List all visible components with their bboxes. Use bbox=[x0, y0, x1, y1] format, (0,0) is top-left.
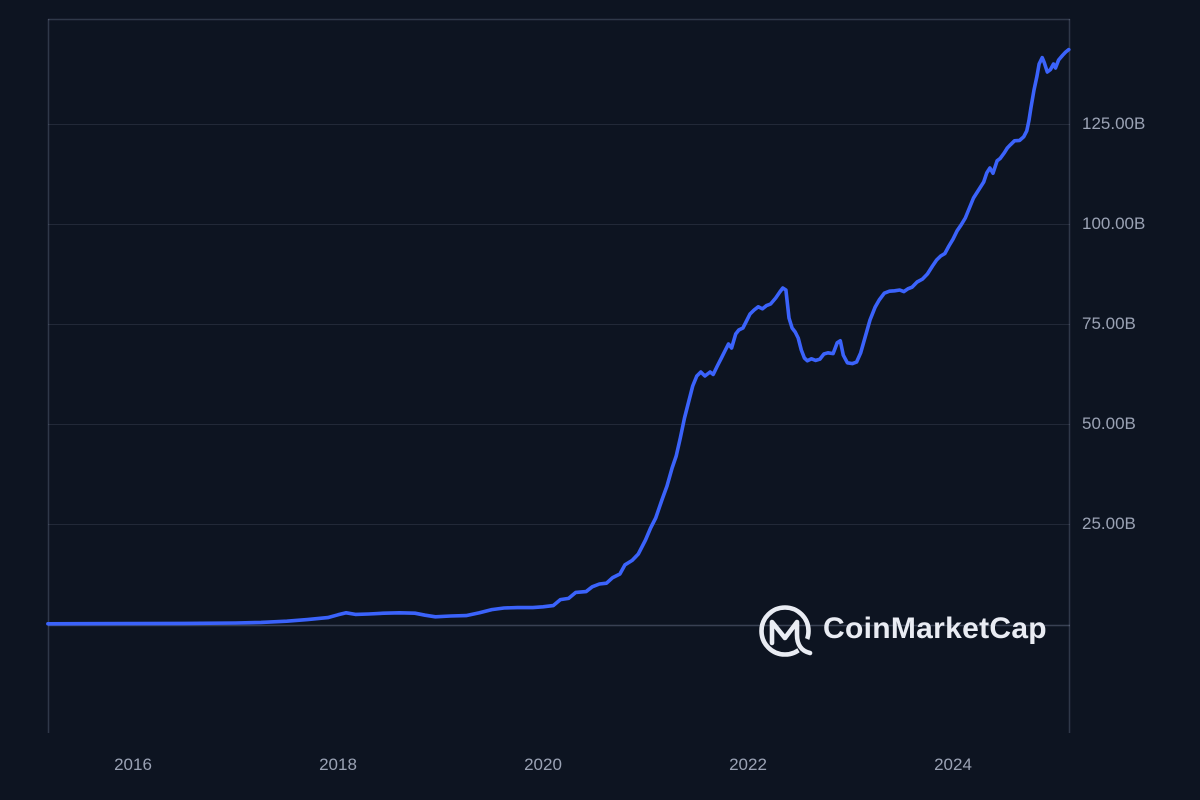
market-cap-line bbox=[46, 47, 1071, 626]
x-axis-label: 2024 bbox=[934, 755, 972, 774]
x-axis-label: 2018 bbox=[319, 755, 357, 774]
y-axis-label: 25.00B bbox=[1082, 514, 1136, 533]
watermark-brand-text: CoinMarketCap bbox=[823, 612, 1047, 645]
y-axis-label: 75.00B bbox=[1082, 314, 1136, 333]
x-axis-label: 2022 bbox=[729, 755, 767, 774]
y-axis-label: 100.00B bbox=[1082, 214, 1146, 233]
x-axis-label: 2016 bbox=[114, 755, 152, 774]
y-axis-label: 125.00B bbox=[1082, 114, 1146, 133]
x-axis-label: 2020 bbox=[524, 755, 562, 774]
coinmarketcap-logo-icon bbox=[759, 605, 813, 657]
y-axis-label: 50.00B bbox=[1082, 414, 1136, 433]
coinmarketcap-watermark: CoinMarketCap bbox=[757, 603, 1047, 659]
